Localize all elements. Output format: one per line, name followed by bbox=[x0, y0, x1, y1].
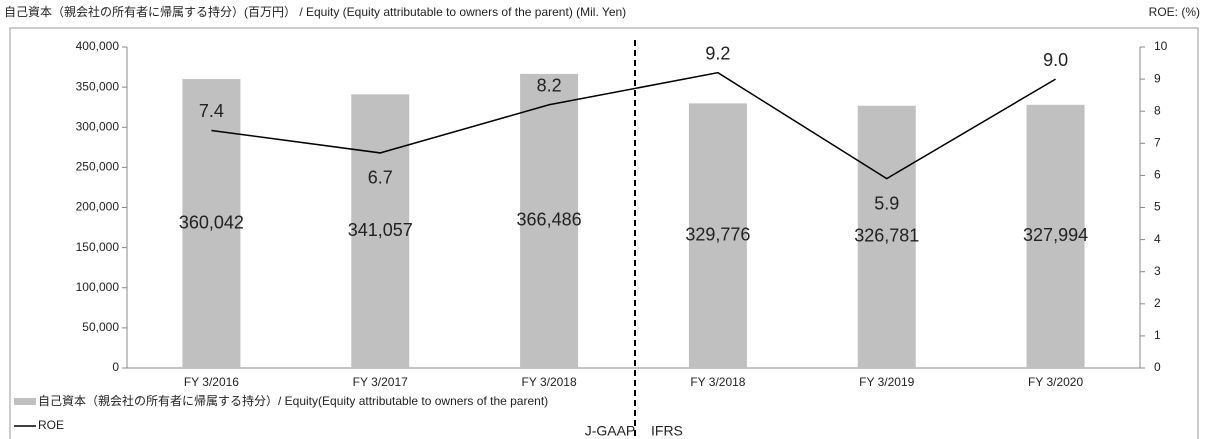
legend-swatch bbox=[14, 398, 36, 405]
line-value-label: 7.4 bbox=[199, 101, 224, 121]
x-tick-label: FY 3/2018 bbox=[690, 375, 745, 389]
y2-tick-label: 8 bbox=[1154, 103, 1161, 117]
y2-axis-label: ROE: (%) bbox=[1149, 5, 1200, 19]
legend-label: ROE bbox=[38, 418, 64, 432]
y2-tick-label: 0 bbox=[1154, 360, 1161, 374]
y-tick-label: 350,000 bbox=[76, 79, 120, 93]
line-value-label: 5.9 bbox=[874, 193, 899, 213]
x-tick-label: FY 3/2017 bbox=[353, 375, 408, 389]
line-value-label: 6.7 bbox=[368, 168, 393, 188]
annotation: IFRS bbox=[651, 423, 683, 439]
legend-label: 自己資本（親会社の所有者に帰属する持分）/ Equity(Equity attr… bbox=[38, 393, 548, 408]
y2-tick-label: 6 bbox=[1154, 168, 1161, 182]
x-tick-label: FY 3/2018 bbox=[522, 375, 577, 389]
bar-value-label: 326,781 bbox=[854, 226, 919, 246]
bar bbox=[351, 94, 410, 368]
y2-tick-label: 2 bbox=[1154, 296, 1161, 310]
y2-tick-label: 9 bbox=[1154, 71, 1161, 85]
annotation: J-GAAP bbox=[585, 423, 636, 439]
line-value-label: 9.2 bbox=[705, 43, 730, 63]
bar-value-label: 341,057 bbox=[348, 220, 413, 240]
y2-tick-label: 7 bbox=[1154, 135, 1161, 149]
y-tick-label: 400,000 bbox=[76, 39, 120, 53]
line-value-label: 9.0 bbox=[1043, 50, 1068, 70]
bar bbox=[520, 73, 579, 368]
bar-value-label: 329,776 bbox=[685, 224, 750, 244]
chart-frame bbox=[9, 27, 1199, 439]
y-tick-label: 50,000 bbox=[82, 320, 119, 334]
y-tick-label: 300,000 bbox=[76, 119, 120, 133]
y-tick-label: 200,000 bbox=[76, 200, 120, 214]
bar bbox=[1026, 104, 1085, 368]
bar-value-label: 360,042 bbox=[179, 212, 244, 232]
bar bbox=[688, 103, 747, 368]
bar-value-label: 366,486 bbox=[517, 210, 582, 230]
y-tick-label: 150,000 bbox=[76, 240, 120, 254]
x-tick-label: FY 3/2020 bbox=[1028, 375, 1083, 389]
bar bbox=[857, 105, 916, 369]
bar bbox=[182, 79, 241, 369]
bar-value-label: 327,994 bbox=[1023, 225, 1088, 245]
y2-tick-label: 5 bbox=[1154, 200, 1161, 214]
y2-tick-label: 3 bbox=[1154, 264, 1161, 278]
y-tick-label: 0 bbox=[112, 360, 119, 374]
y-tick-label: 100,000 bbox=[76, 280, 120, 294]
line-value-label: 8.2 bbox=[537, 76, 562, 96]
y-tick-label: 250,000 bbox=[76, 160, 120, 174]
line bbox=[211, 71, 1056, 180]
x-tick-label: FY 3/2019 bbox=[859, 375, 914, 389]
y2-tick-label: 10 bbox=[1154, 39, 1168, 53]
chart-title: 自己資本（親会社の所有者に帰属する持分）(百万円） / Equity (Equi… bbox=[4, 4, 626, 19]
x-tick-label: FY 3/2016 bbox=[184, 375, 239, 389]
y2-tick-label: 1 bbox=[1154, 328, 1161, 342]
y2-tick-label: 4 bbox=[1154, 232, 1161, 246]
